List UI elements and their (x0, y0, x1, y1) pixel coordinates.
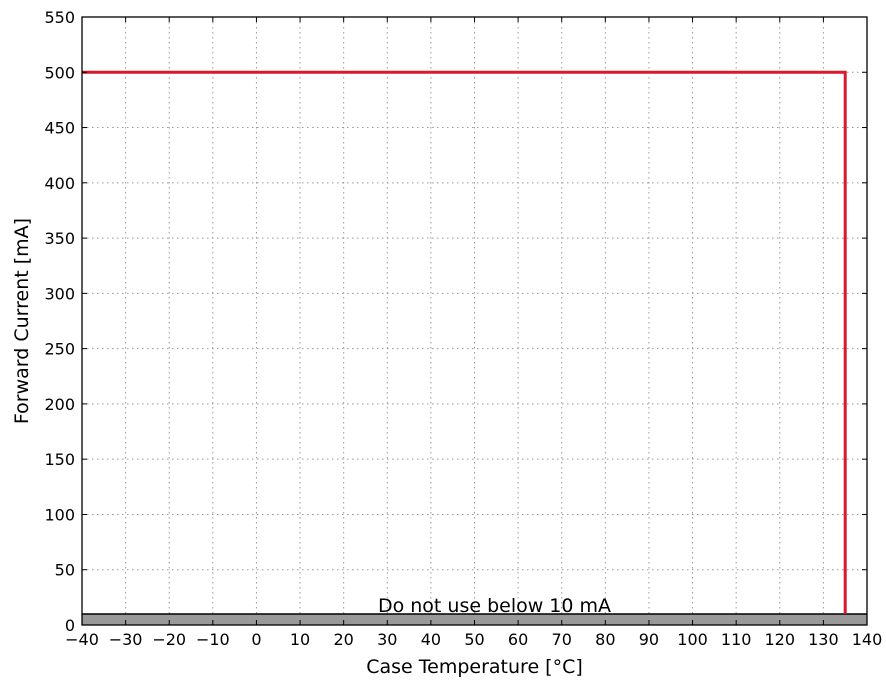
y-tick-label: 500 (44, 63, 75, 82)
y-tick-label: 50 (55, 561, 75, 580)
y-tick-label: 0 (65, 616, 75, 635)
axis-ticks: −40 −30 −20 −10 0 10 20 30 40 50 60 70 80 90 100 110 120… (44, 8, 882, 649)
series-line-0 (82, 70, 847, 614)
x-tick-label: 100 (677, 630, 708, 649)
x-tick-label: 70 (552, 630, 572, 649)
x-tick-label: 140 (852, 630, 883, 649)
x-tick-label: −40 (65, 630, 99, 649)
shaded-region-below-10ma (82, 613, 867, 625)
x-tick-label: 40 (421, 630, 441, 649)
x-tick-label: 20 (333, 630, 353, 649)
y-tick-label: 350 (44, 229, 75, 248)
x-tick-label: 110 (721, 630, 752, 649)
x-tick-label: −10 (196, 630, 230, 649)
x-tick-label: −20 (152, 630, 186, 649)
x-tick-label: 80 (595, 630, 615, 649)
x-tick-label: 120 (765, 630, 796, 649)
x-tick-label: 130 (808, 630, 839, 649)
y-tick-label: 450 (44, 119, 75, 138)
y-tick-label: 550 (44, 8, 75, 27)
x-tick-label: 30 (377, 630, 397, 649)
grid-lines (82, 17, 867, 625)
x-tick-label: 0 (251, 630, 261, 649)
y-tick-label: 250 (44, 340, 75, 359)
y-tick-label: 100 (44, 505, 75, 524)
x-tick-label: 60 (508, 630, 528, 649)
series-layer (82, 70, 847, 614)
y-tick-label: 400 (44, 174, 75, 193)
x-tick-label: 90 (639, 630, 659, 649)
y-tick-label: 300 (44, 284, 75, 303)
x-axis-title: Case Temperature [°C] (366, 656, 583, 678)
x-tick-label: 50 (464, 630, 484, 649)
y-axis-title: Forward Current [mA] (11, 218, 33, 424)
y-tick-label: 150 (44, 450, 75, 469)
x-tick-label: −30 (109, 630, 143, 649)
x-tick-label: 10 (290, 630, 310, 649)
shaded-region-label: Do not use below 10 mA (378, 595, 611, 617)
y-tick-label: 200 (44, 395, 75, 414)
